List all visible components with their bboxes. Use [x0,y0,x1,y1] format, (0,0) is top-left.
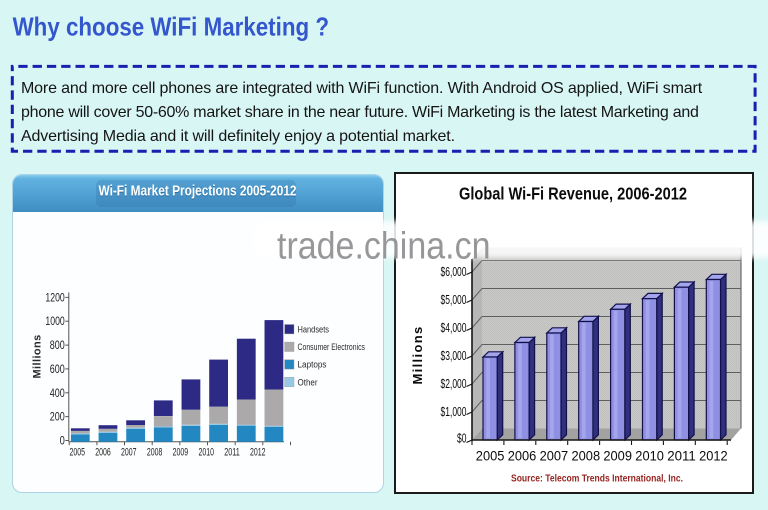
svg-text:Millions: Millions [410,326,425,385]
svg-text:Consumer Electronics: Consumer Electronics [298,342,366,352]
svg-text:1000: 1000 [45,316,64,328]
svg-text:$2,000: $2,000 [441,377,467,391]
svg-text:Source: Telecom Trends Interna: Source: Telecom Trends International, In… [511,473,683,485]
svg-text:Wi-Fi Market Projections 2005-: Wi-Fi Market Projections 2005-2012 [99,182,297,199]
svg-text:Handsets: Handsets [298,325,330,335]
svg-text:2007: 2007 [121,446,137,458]
svg-text:2010: 2010 [198,446,214,458]
svg-text:2007: 2007 [540,449,569,464]
svg-text:2006: 2006 [95,446,111,458]
svg-text:2009: 2009 [603,449,632,464]
svg-text:Wi-Fi Market Projections 2005-: Wi-Fi Market Projections 2005-2012 [99,183,297,200]
svg-text:$5,000: $5,000 [441,293,467,307]
svg-text:1200: 1200 [45,292,64,304]
svg-text:$3,000: $3,000 [441,349,467,363]
svg-text:800: 800 [50,340,65,352]
svg-text:200: 200 [50,412,65,424]
svg-text:2006: 2006 [508,449,537,464]
svg-text:Why choose WiFi Marketing ?: Why choose WiFi Marketing ? [13,11,329,41]
svg-text:2005: 2005 [476,449,505,464]
svg-text:600: 600 [50,364,65,376]
svg-text:2012: 2012 [699,449,728,464]
svg-text:2005: 2005 [69,446,85,458]
svg-text:$1,000: $1,000 [441,405,467,419]
svg-text:2008: 2008 [147,446,163,458]
svg-text:$6,000: $6,000 [441,265,467,279]
svg-text:400: 400 [50,388,65,400]
svg-text:2009: 2009 [173,446,189,458]
svg-text:2011: 2011 [224,446,240,458]
svg-text:Global Wi-Fi Revenue, 2006-201: Global Wi-Fi Revenue, 2006-2012 [459,184,687,204]
svg-text:$0: $0 [457,431,467,445]
svg-text:$4,000: $4,000 [441,321,467,335]
svg-text:2010: 2010 [635,449,664,464]
svg-text:2012: 2012 [250,446,266,458]
svg-text:2011: 2011 [667,449,696,464]
svg-text:trade.china.cn: trade.china.cn [277,226,491,268]
svg-text:Laptops: Laptops [298,360,327,370]
svg-text:2008: 2008 [572,449,601,464]
svg-text:Millions: Millions [32,334,44,379]
svg-text:0: 0 [60,436,65,448]
svg-text:Other: Other [298,377,318,387]
